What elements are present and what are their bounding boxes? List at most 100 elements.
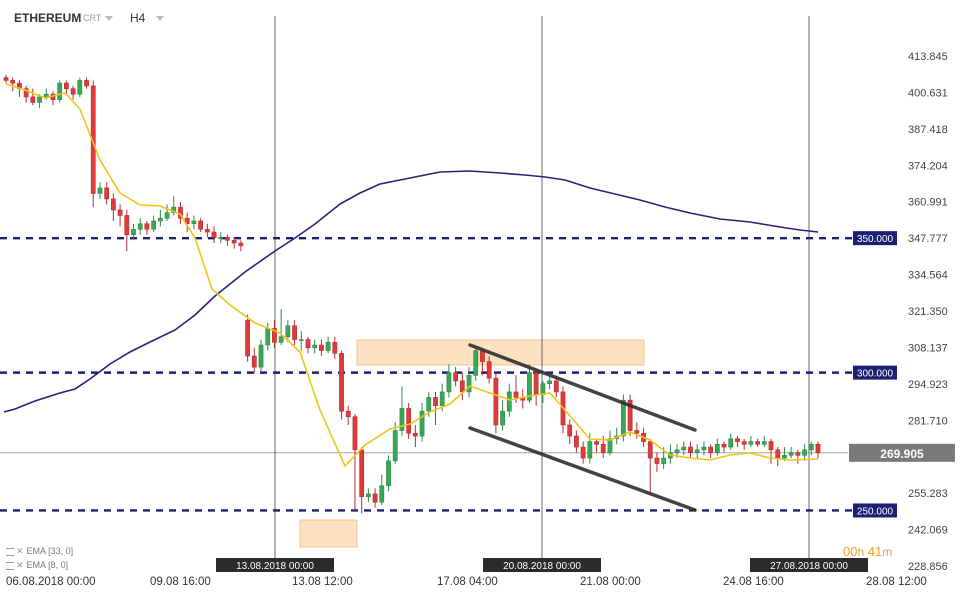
indicator-legend-ema8[interactable]: ✕ EMA [8, 0] [6, 560, 68, 571]
candle-body [761, 441, 767, 445]
candle-body [553, 380, 559, 393]
candle-down [486, 356, 492, 384]
candle-body [728, 438, 734, 448]
candle-down [775, 447, 781, 467]
x-tick-label: 24.08 16:00 [723, 576, 784, 588]
candle-up [694, 444, 700, 459]
candle-body [157, 217, 163, 222]
candle-down [339, 350, 344, 420]
candle-body [110, 198, 116, 211]
candle-body [419, 410, 425, 437]
candle-body [459, 380, 465, 393]
candle-body [694, 449, 700, 453]
channel-lines [468, 343, 697, 512]
candle-up [77, 77, 83, 97]
y-tick-label: 374.204 [908, 160, 948, 172]
candle-down [647, 438, 653, 494]
candle-body [345, 410, 351, 418]
indicator-remove-icon[interactable]: ✕ [16, 546, 24, 556]
candle-body [486, 361, 492, 379]
candle-down [594, 438, 599, 453]
candle-body [77, 80, 83, 95]
candle-body [775, 449, 781, 459]
candle-down [459, 372, 465, 401]
candle-body [782, 455, 787, 459]
candle-down [245, 314, 250, 362]
indicator-settings-icon[interactable] [6, 547, 14, 556]
candle-down [352, 413, 358, 511]
candle-body [527, 372, 532, 401]
candle-body [191, 220, 197, 225]
candle-up [540, 380, 546, 403]
timer-minutes-unit: m [882, 545, 893, 559]
candle-down [225, 234, 230, 246]
x-tick-label: 21.08 00:00 [580, 576, 641, 588]
level-lines: 350.000 300.000 250.000 [0, 231, 897, 518]
candle-body [198, 220, 203, 230]
candle-up [808, 441, 814, 456]
candle-down [110, 193, 116, 221]
symbol-label[interactable]: ETHEREUM [14, 11, 82, 25]
indicator-params: [8, 0] [48, 560, 69, 570]
candle-body [412, 432, 418, 437]
timeframe-label[interactable]: H4 [130, 11, 146, 25]
channel-line [468, 343, 697, 432]
level-badge [853, 503, 897, 518]
channel-line [468, 426, 697, 512]
candle-body [688, 446, 693, 453]
candle-down [453, 367, 459, 387]
candle-down [406, 402, 412, 439]
vertical-marker-label: 27.08.2018 00:00 [770, 561, 848, 572]
ema8-line [5, 83, 819, 468]
candle-down [755, 438, 760, 448]
indicator-legend-ema33[interactable]: ✕ EMA [33, 0] [6, 546, 73, 557]
candle-up [802, 444, 807, 461]
candle-body [285, 325, 291, 338]
y-tick-label: 281.710 [908, 415, 948, 427]
candle-down [178, 201, 183, 224]
candle-down [204, 223, 210, 238]
candle-down [104, 182, 110, 205]
candle-up [419, 402, 425, 442]
candle-body [298, 339, 304, 341]
candle-body [124, 215, 130, 236]
highlight-zone [299, 519, 358, 548]
candle-body [513, 391, 519, 398]
candle-down [493, 372, 499, 434]
level-badge [853, 365, 897, 380]
candle-up [607, 430, 613, 456]
candle-body [714, 443, 720, 453]
candle-down [305, 336, 311, 354]
candle-up [97, 182, 103, 199]
candle-body [533, 372, 539, 395]
candle-down [412, 425, 418, 448]
chart-type-label[interactable]: CRT [83, 13, 102, 23]
candle-up [151, 215, 157, 233]
candle-body [735, 438, 740, 442]
candle-body [272, 328, 277, 343]
candle-body [473, 350, 479, 376]
candle-up [131, 223, 136, 241]
candle-body [506, 391, 512, 412]
current-price-label: 269.905 [880, 447, 924, 461]
chart-type-chevron-down-icon[interactable] [105, 16, 113, 21]
indicator-settings-icon[interactable] [6, 561, 14, 570]
candle-up [500, 400, 505, 431]
y-axis: 413.845 400.631 387.418 374.204 360.991 347.7… [849, 51, 955, 573]
candle-body [278, 336, 284, 343]
y-tick-label: 294.923 [908, 379, 948, 391]
candle-up [782, 447, 787, 461]
candle-body [741, 441, 747, 445]
vertical-marker-badge [216, 558, 334, 572]
timeframe-chevron-down-icon[interactable] [156, 16, 164, 21]
candle-down [815, 441, 821, 459]
candle-body [151, 220, 157, 230]
candle-body [225, 237, 230, 241]
chart-toolbar: ETHEREUM CRT H4 [0, 0, 970, 34]
candle-body [84, 80, 89, 87]
candle-countdown: 00h 41m [843, 544, 892, 559]
indicator-remove-icon[interactable]: ✕ [16, 560, 24, 570]
candle-body [480, 350, 485, 362]
candle-down [735, 436, 740, 448]
